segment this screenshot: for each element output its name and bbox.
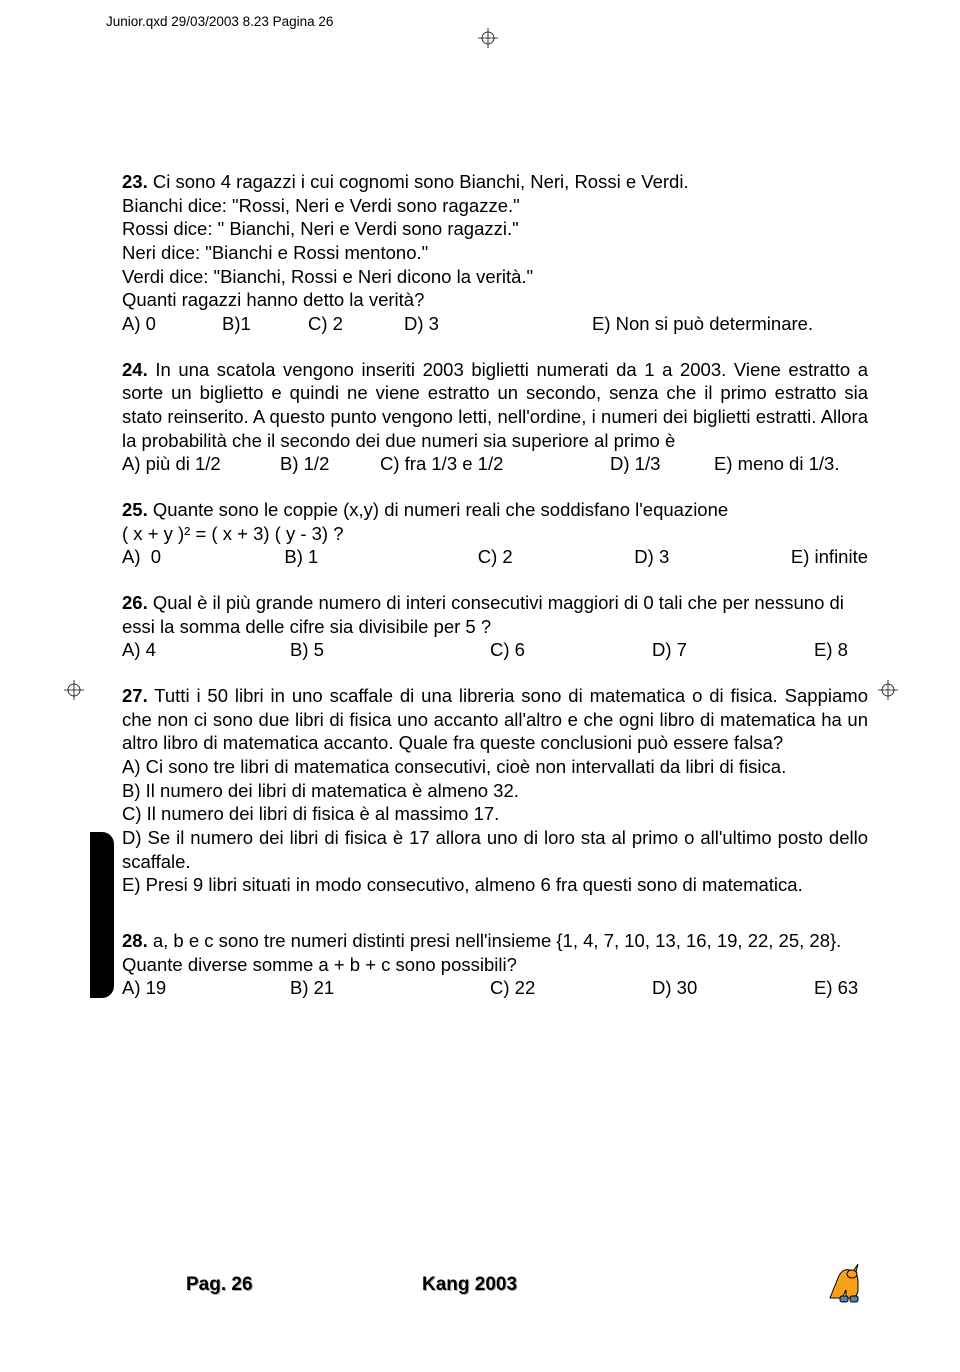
option-c: C) 2 [478, 545, 635, 569]
question-line: Rossi dice: " Bianchi, Neri e Verdi sono… [122, 218, 519, 239]
prepress-header: Junior.qxd 29/03/2003 8.23 Pagina 26 [106, 14, 333, 29]
option-a: A) 4 [122, 638, 290, 662]
option-b: B) 21 [290, 976, 490, 1000]
question-line: Neri dice: "Bianchi e Rossi mentono." [122, 242, 428, 263]
option-d: D) 1/3 [610, 452, 714, 476]
option-c: C) 6 [490, 638, 652, 662]
option-b: B) 1 [284, 545, 477, 569]
option-a: A) 0 [122, 545, 284, 569]
option-e: E) infinite [791, 545, 868, 569]
option-a: A) 19 [122, 976, 290, 1000]
page-footer: Pag. 26 Kang 2003 [122, 1256, 868, 1296]
question-text: Ci sono 4 ragazzi i cui cognomi sono Bia… [153, 171, 689, 192]
question-text: Quante sono le coppie (x,y) di numeri re… [153, 499, 728, 520]
option-b: B) 5 [290, 638, 490, 662]
question-line: C) Il numero dei libri di fisica è al ma… [122, 803, 499, 824]
option-d: D) 3 [404, 312, 592, 336]
option-d: D) 7 [652, 638, 814, 662]
question-28: 28. a, b e c sono tre numeri distinti pr… [122, 929, 868, 1000]
option-a: A) più di 1/2 [122, 452, 280, 476]
question-options: A) 4 B) 5 C) 6 D) 7 E) 8 [122, 638, 868, 662]
question-line: A) Ci sono tre libri di matematica conse… [122, 756, 786, 777]
option-c: C) 22 [490, 976, 652, 1000]
question-text: Qual è il più grande numero di interi co… [122, 592, 844, 637]
crop-mark-top [478, 28, 498, 48]
question-line: E) Presi 9 libri situati in modo consecu… [122, 874, 803, 895]
question-options: A) 0 B) 1 C) 2 D) 3 E) infinite [122, 545, 868, 569]
question-options: A) 0 B)1 C) 2 D) 3 E) Non si può determi… [122, 312, 868, 336]
question-options: A) più di 1/2 B) 1/2 C) fra 1/3 e 1/2 D)… [122, 452, 868, 476]
question-line: D) Se il numero dei libri di fisica è 17… [122, 827, 868, 872]
question-number: 26. [122, 592, 148, 613]
question-number: 25. [122, 499, 148, 520]
question-line: Verdi dice: "Bianchi, Rossi e Neri dicon… [122, 266, 533, 287]
page-content: 23. Ci sono 4 ragazzi i cui cognomi sono… [122, 170, 868, 1022]
question-text: Tutti i 50 libri in uno scaffale di una … [122, 685, 868, 753]
question-number: 27. [122, 685, 148, 706]
crop-mark-left [64, 680, 84, 700]
question-number: 23. [122, 171, 148, 192]
option-e: E) 63 [814, 976, 858, 1000]
question-text: a, b e c sono tre numeri distinti presi … [122, 930, 841, 975]
question-24: 24. In una scatola vengono inseriti 2003… [122, 358, 868, 476]
option-c: C) 2 [308, 312, 404, 336]
question-27: 27. Tutti i 50 libri in uno scaffale di … [122, 684, 868, 897]
question-number: 24. [122, 359, 148, 380]
question-25: 25. Quante sono le coppie (x,y) di numer… [122, 498, 868, 569]
thumb-tab [90, 832, 114, 998]
question-line: Quanti ragazzi hanno detto la verità? [122, 289, 424, 310]
question-23: 23. Ci sono 4 ragazzi i cui cognomi sono… [122, 170, 868, 336]
option-d: D) 30 [652, 976, 814, 1000]
question-options: A) 19 B) 21 C) 22 D) 30 E) 63 [122, 976, 868, 1000]
question-text: In una scatola vengono inseriti 2003 big… [122, 359, 868, 451]
crop-mark-right [878, 680, 898, 700]
option-c: C) fra 1/3 e 1/2 [380, 452, 610, 476]
question-line: Bianchi dice: "Rossi, Neri e Verdi sono … [122, 195, 520, 216]
footer-title: Kang 2003 [422, 1274, 517, 1296]
option-b: B) 1/2 [280, 452, 380, 476]
question-line: B) Il numero dei libri di matematica è a… [122, 780, 519, 801]
kangaroo-icon [824, 1260, 868, 1304]
option-b: B)1 [222, 312, 308, 336]
option-d: D) 3 [634, 545, 791, 569]
option-e: E) meno di 1/3. [714, 452, 839, 476]
footer-page-number: Pag. 26 [186, 1274, 253, 1296]
option-a: A) 0 [122, 312, 222, 336]
question-line: ( x + y )² = ( x + 3) ( y - 3) ? [122, 523, 344, 544]
question-26: 26. Qual è il più grande numero di inter… [122, 591, 868, 662]
option-e: E) 8 [814, 638, 848, 662]
question-number: 28. [122, 930, 148, 951]
option-e: E) Non si può determinare. [592, 312, 813, 336]
